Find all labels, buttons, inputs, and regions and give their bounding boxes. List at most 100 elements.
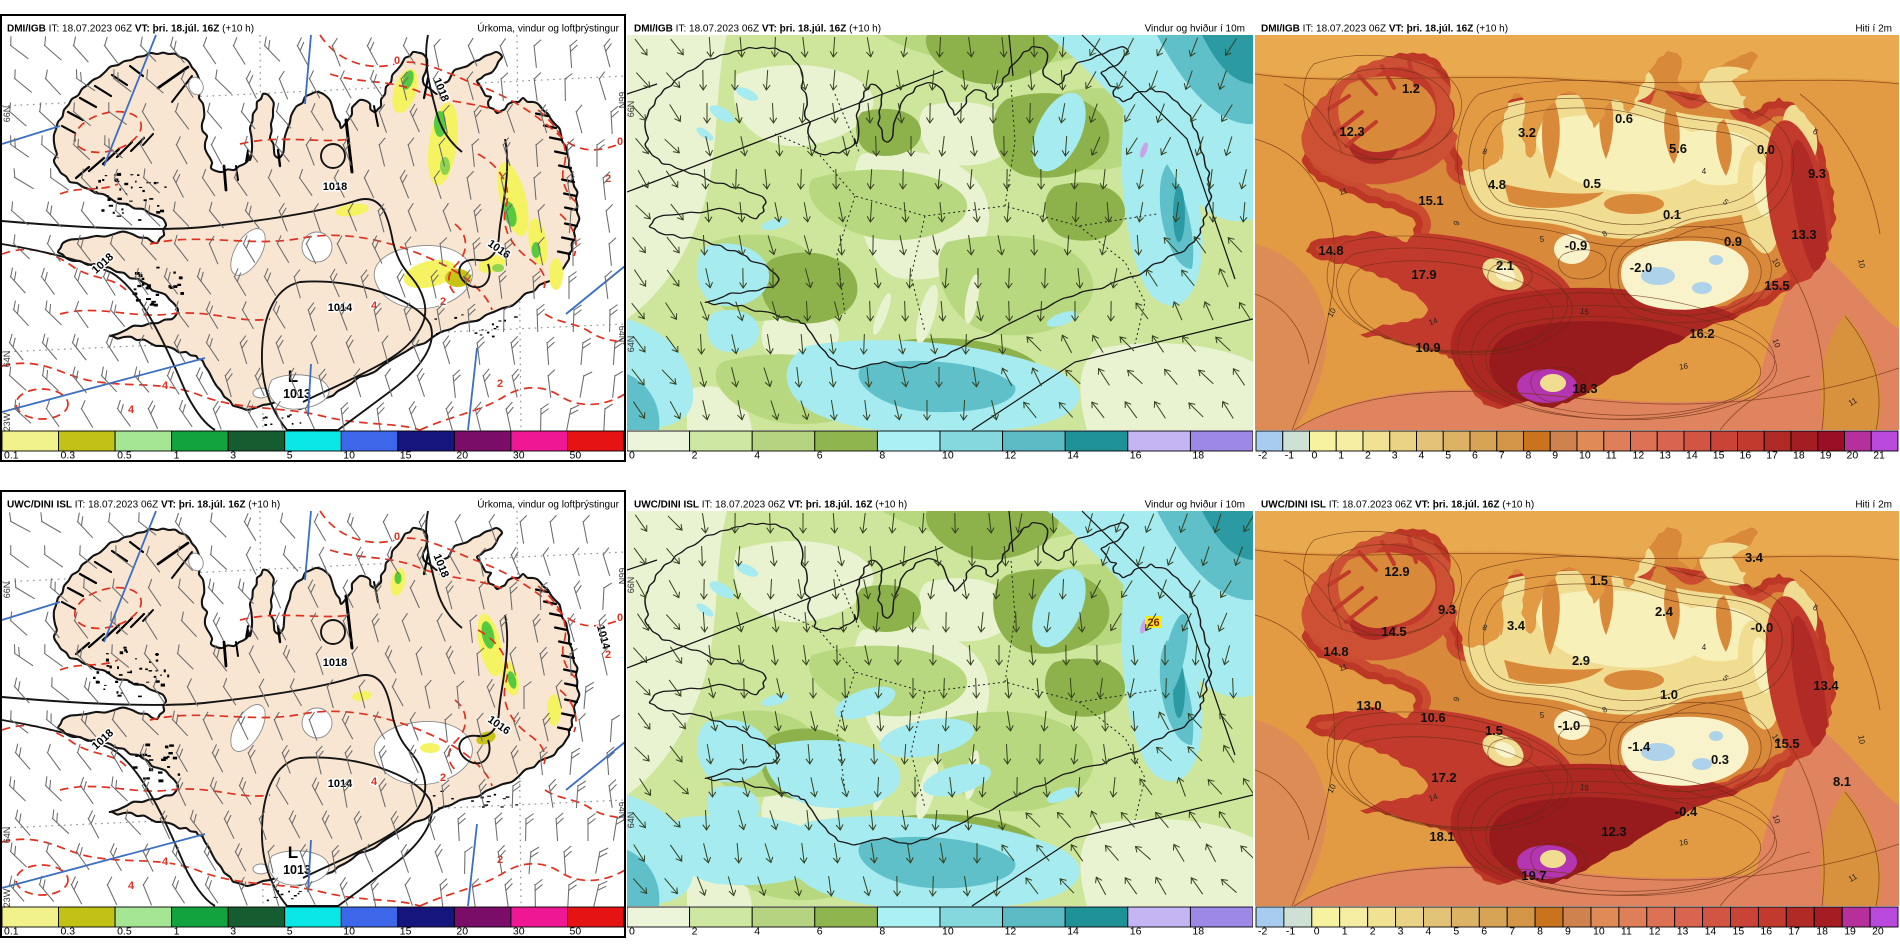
- svg-text:-0.9: -0.9: [1565, 238, 1587, 253]
- svg-text:8: 8: [1601, 229, 1610, 239]
- svg-text:15.5: 15.5: [1774, 736, 1799, 751]
- svg-text:10: 10: [1771, 813, 1783, 825]
- svg-text:14.5: 14.5: [1381, 624, 1406, 639]
- svg-text:4: 4: [1426, 926, 1432, 938]
- svg-text:5.6: 5.6: [1669, 141, 1687, 156]
- svg-text:17: 17: [1766, 450, 1778, 462]
- svg-text:64N: 64N: [617, 802, 627, 819]
- svg-text:L: L: [288, 843, 298, 862]
- svg-text:2.9: 2.9: [1572, 653, 1590, 668]
- svg-text:14.8: 14.8: [1318, 243, 1343, 258]
- svg-text:66N: 66N: [627, 101, 636, 118]
- svg-text:16: 16: [1130, 926, 1142, 938]
- svg-text:0.5: 0.5: [117, 450, 132, 462]
- svg-text:0: 0: [1312, 450, 1318, 462]
- svg-text:6: 6: [817, 926, 823, 938]
- svg-text:DMI/IGB IT: 18.07.2023 06Z VT:: DMI/IGB IT: 18.07.2023 06Z VT: þri. 18.j…: [634, 24, 881, 35]
- svg-text:64N: 64N: [2, 827, 12, 844]
- svg-text:-2: -2: [1258, 450, 1267, 462]
- svg-text:0.0: 0.0: [1757, 142, 1775, 157]
- svg-text:4: 4: [1702, 167, 1707, 176]
- svg-text:1013: 1013: [283, 863, 311, 877]
- svg-text:8: 8: [879, 450, 885, 462]
- svg-text:5: 5: [1540, 711, 1545, 720]
- svg-text:6: 6: [1811, 127, 1820, 137]
- svg-text:66N: 66N: [2, 582, 12, 599]
- svg-text:0.1: 0.1: [4, 926, 19, 938]
- svg-text:4: 4: [371, 300, 378, 312]
- svg-text:10: 10: [1856, 258, 1867, 269]
- svg-text:17: 17: [1788, 926, 1800, 938]
- svg-text:11: 11: [1606, 450, 1617, 462]
- svg-text:12: 12: [1633, 450, 1645, 462]
- svg-text:15: 15: [1579, 306, 1590, 317]
- svg-text:0.1: 0.1: [4, 450, 19, 462]
- svg-text:Hiti í 2m: Hiti í 2m: [1855, 500, 1892, 511]
- svg-text:14: 14: [1705, 926, 1717, 938]
- svg-text:2: 2: [440, 296, 446, 308]
- svg-text:10: 10: [1593, 926, 1605, 938]
- svg-text:6: 6: [1481, 926, 1487, 938]
- svg-text:2: 2: [440, 772, 446, 784]
- svg-text:2.4: 2.4: [1655, 604, 1674, 619]
- svg-text:0.5: 0.5: [1583, 176, 1601, 191]
- svg-text:19: 19: [1820, 450, 1832, 462]
- svg-text:15: 15: [400, 926, 412, 938]
- svg-text:50: 50: [570, 450, 582, 462]
- svg-text:14: 14: [1067, 450, 1079, 462]
- svg-text:0: 0: [394, 55, 400, 67]
- svg-text:0: 0: [629, 926, 635, 938]
- svg-text:10.9: 10.9: [1415, 340, 1440, 355]
- svg-text:1: 1: [1342, 926, 1348, 938]
- svg-text:12.9: 12.9: [1384, 564, 1409, 579]
- svg-text:0: 0: [629, 450, 635, 462]
- svg-text:10: 10: [942, 450, 954, 462]
- svg-text:14: 14: [1686, 450, 1698, 462]
- svg-text:18: 18: [1793, 450, 1805, 462]
- svg-text:6: 6: [817, 450, 823, 462]
- svg-text:9.3: 9.3: [1438, 602, 1456, 617]
- svg-text:16.2: 16.2: [1689, 326, 1714, 341]
- svg-text:15: 15: [1713, 450, 1725, 462]
- svg-text:18: 18: [1816, 926, 1828, 938]
- svg-text:64N: 64N: [627, 336, 636, 353]
- svg-text:14: 14: [1427, 316, 1439, 328]
- svg-text:-1.4: -1.4: [1628, 739, 1651, 754]
- svg-text:-0.0: -0.0: [1751, 620, 1773, 635]
- svg-text:14: 14: [1427, 792, 1439, 804]
- svg-text:14.8: 14.8: [1323, 644, 1348, 659]
- svg-text:20: 20: [1872, 926, 1884, 938]
- svg-text:0.1: 0.1: [1663, 207, 1681, 222]
- svg-text:18: 18: [1192, 926, 1204, 938]
- svg-text:20: 20: [456, 450, 468, 462]
- svg-text:30: 30: [513, 450, 525, 462]
- svg-text:8: 8: [1481, 623, 1489, 633]
- svg-text:21: 21: [1873, 450, 1885, 462]
- svg-text:66N: 66N: [2, 106, 12, 123]
- svg-text:Úrkoma, vindur og loftþrýsting: Úrkoma, vindur og loftþrýstingur: [477, 22, 619, 35]
- svg-text:3.4: 3.4: [1745, 550, 1764, 565]
- svg-text:1.2: 1.2: [1402, 81, 1420, 96]
- svg-text:0.9: 0.9: [1724, 234, 1742, 249]
- svg-text:64N: 64N: [627, 812, 636, 829]
- svg-text:4: 4: [371, 776, 378, 788]
- svg-text:0: 0: [394, 531, 400, 543]
- svg-text:UWC/DINI ISL IT: 18.07.2023 06: UWC/DINI ISL IT: 18.07.2023 06Z VT: þri.…: [634, 500, 907, 511]
- svg-text:10.6: 10.6: [1420, 710, 1445, 725]
- svg-text:20: 20: [1847, 450, 1859, 462]
- svg-text:2: 2: [1365, 450, 1371, 462]
- svg-text:1: 1: [1338, 450, 1344, 462]
- svg-text:17.9: 17.9: [1411, 267, 1436, 282]
- svg-text:UWC/DINI ISL IT: 18.07.2023 06: UWC/DINI ISL IT: 18.07.2023 06Z VT: þri.…: [7, 500, 280, 511]
- svg-text:2: 2: [497, 378, 503, 390]
- svg-text:16: 16: [1740, 450, 1752, 462]
- svg-text:23W: 23W: [2, 888, 12, 907]
- svg-text:11: 11: [1338, 662, 1349, 673]
- svg-text:3.4: 3.4: [1507, 618, 1526, 633]
- svg-text:10: 10: [1771, 337, 1783, 349]
- svg-text:13.4: 13.4: [1813, 678, 1839, 693]
- svg-text:Úrkoma, vindur og loftþrýsting: Úrkoma, vindur og loftþrýstingur: [477, 498, 619, 511]
- svg-text:12.3: 12.3: [1601, 824, 1626, 839]
- svg-text:-2.0: -2.0: [1630, 260, 1652, 275]
- svg-text:8.1: 8.1: [1833, 774, 1851, 789]
